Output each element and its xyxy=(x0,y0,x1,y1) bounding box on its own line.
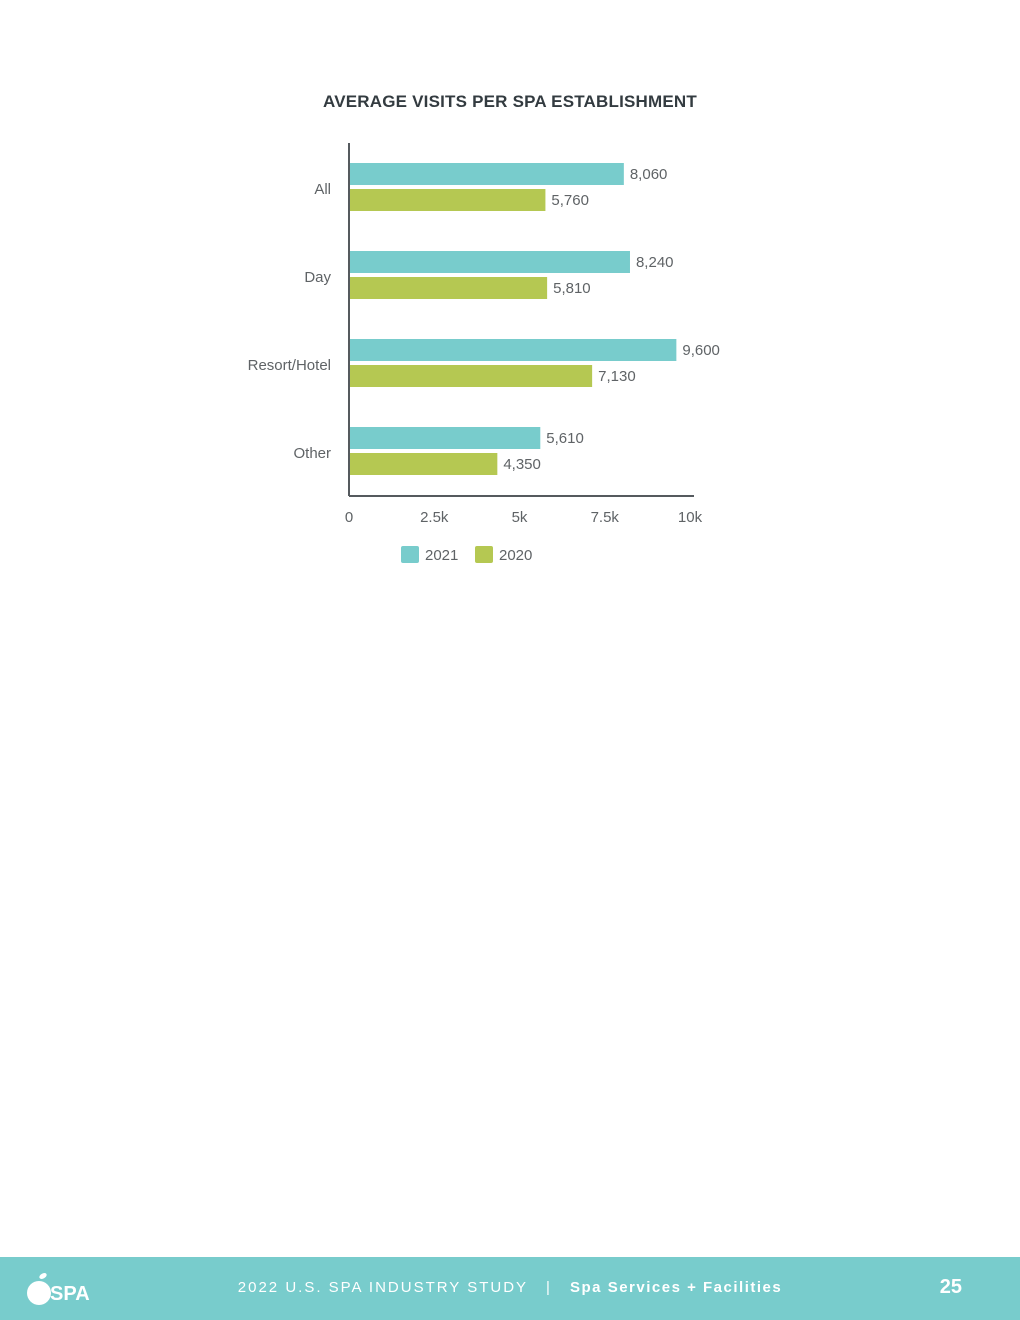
data-label: 8,060 xyxy=(630,166,668,183)
legend-swatch-2021 xyxy=(401,546,419,563)
bar-2020 xyxy=(349,365,593,387)
footer-separator: | xyxy=(545,1279,552,1296)
spa-logo-icon: SPA xyxy=(27,1273,90,1305)
bar-2021 xyxy=(349,163,624,185)
x-tick-label: 7.5k xyxy=(591,509,620,526)
data-label: 8,240 xyxy=(636,254,674,271)
data-label: 5,760 xyxy=(551,192,589,209)
bar-2021 xyxy=(349,427,541,449)
legend-swatch-2020 xyxy=(475,546,493,563)
legend-label: 2020 xyxy=(499,547,532,564)
data-label: 5,810 xyxy=(553,280,591,297)
category-label: All xyxy=(314,181,331,198)
data-label: 4,350 xyxy=(503,456,541,473)
legend: 2021 2020 xyxy=(401,546,532,564)
footer-title: 2022 U.S. SPA INDUSTRY STUDY | Spa Servi… xyxy=(0,1279,1020,1296)
bars-layer: 8,060 5,760 8,240 5,810 9,600 7,130 5,610 4,350 xyxy=(349,163,720,475)
bar-2020 xyxy=(349,453,498,475)
bar-2021 xyxy=(349,339,677,361)
page-number: 25 xyxy=(939,1276,962,1298)
data-label: 9,600 xyxy=(682,342,720,359)
x-tick-label: 2.5k xyxy=(420,509,449,526)
x-tick-label: 10k xyxy=(678,509,703,526)
data-label: 5,610 xyxy=(546,430,584,447)
x-tick-label: 0 xyxy=(345,509,353,526)
category-label: Resort/Hotel xyxy=(248,357,331,374)
data-label: 7,130 xyxy=(598,368,636,385)
section-title: Spa Services + Facilities xyxy=(570,1279,783,1296)
legend-label: 2021 xyxy=(425,547,458,564)
logo-text: SPA xyxy=(50,1283,90,1305)
bar-2021 xyxy=(349,251,630,273)
bar-chart: AVERAGE VISITS PER SPA ESTABLISHMENT 8,0… xyxy=(248,92,720,564)
study-title: 2022 U.S. SPA INDUSTRY STUDY xyxy=(237,1279,528,1296)
axis-layer: All Day Resort/Hotel Other 0 2.5k 5k 7.5k 10k xyxy=(248,143,703,526)
category-label: Day xyxy=(304,269,331,286)
bar-2020 xyxy=(349,189,546,211)
x-tick-label: 5k xyxy=(512,509,528,526)
chart-title: AVERAGE VISITS PER SPA ESTABLISHMENT xyxy=(323,92,697,111)
category-label: Other xyxy=(293,445,331,462)
page-footer: SPA 2022 U.S. SPA INDUSTRY STUDY | Spa S… xyxy=(0,1257,1020,1320)
bar-2020 xyxy=(349,277,548,299)
